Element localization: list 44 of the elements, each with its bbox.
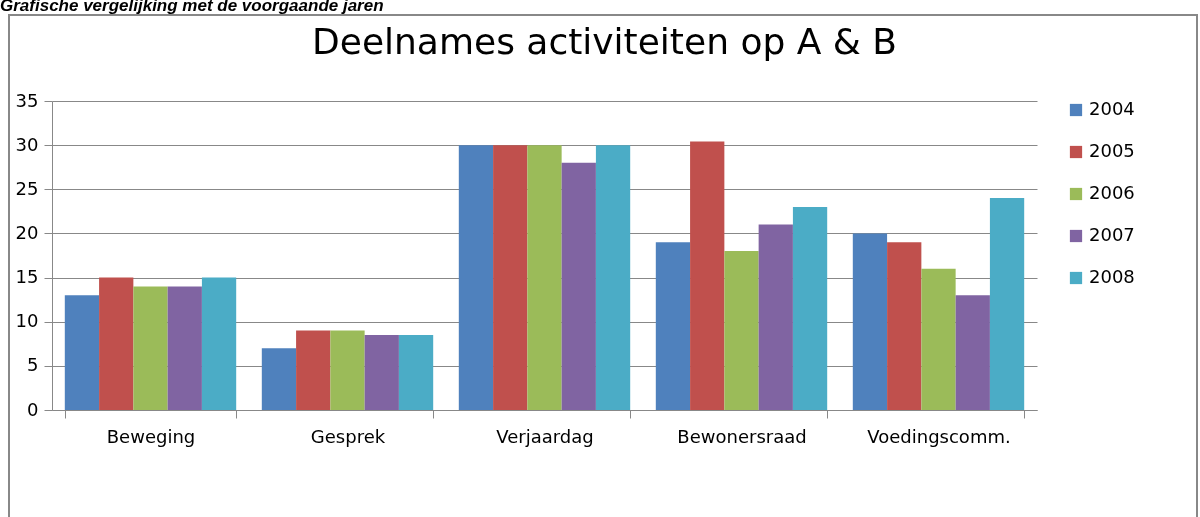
legend-label: 2007 xyxy=(1089,224,1135,245)
x-tick-label: Voedingscomm. xyxy=(867,425,1011,447)
y-tick-label: 0 xyxy=(27,398,39,420)
legend-label: 2008 xyxy=(1089,266,1135,287)
bar xyxy=(527,145,562,410)
bar xyxy=(133,286,168,410)
bar xyxy=(792,206,828,410)
bar xyxy=(989,198,1025,410)
bar xyxy=(398,334,434,410)
bar xyxy=(364,334,399,410)
legend-label: 2006 xyxy=(1089,182,1135,203)
y-tick-label: 15 xyxy=(15,266,39,288)
bar xyxy=(724,251,759,410)
x-tick-label: Gesprek xyxy=(310,425,386,447)
bar xyxy=(758,224,793,410)
bar xyxy=(167,286,202,410)
y-tick-label: 20 xyxy=(15,221,39,243)
bar xyxy=(887,242,922,410)
y-tick-label: 30 xyxy=(15,133,39,155)
bar xyxy=(493,145,528,410)
y-tick-label: 5 xyxy=(27,354,39,376)
bar xyxy=(64,295,100,410)
bar xyxy=(690,141,725,410)
bar xyxy=(261,348,297,410)
y-tick-label: 35 xyxy=(15,89,39,111)
legend-label: 2004 xyxy=(1089,98,1135,119)
bar xyxy=(921,268,956,410)
bar xyxy=(852,233,888,410)
x-tick-label: Bewonersraad xyxy=(677,425,807,447)
chart-title: Deelnames activiteiten op A & B xyxy=(312,21,897,62)
y-tick-label: 25 xyxy=(15,177,39,199)
bar xyxy=(595,145,631,410)
bar xyxy=(201,277,237,410)
bar xyxy=(561,162,596,410)
x-tick-label: Verjaardag xyxy=(496,425,594,447)
bar xyxy=(655,242,691,410)
x-tick-label: Beweging xyxy=(106,425,196,447)
bar xyxy=(458,145,494,410)
bar xyxy=(330,330,365,410)
bar xyxy=(296,330,331,410)
legend-label: 2005 xyxy=(1089,140,1135,161)
bar xyxy=(955,295,990,410)
bar xyxy=(99,277,134,410)
y-tick-label: 10 xyxy=(15,310,39,332)
